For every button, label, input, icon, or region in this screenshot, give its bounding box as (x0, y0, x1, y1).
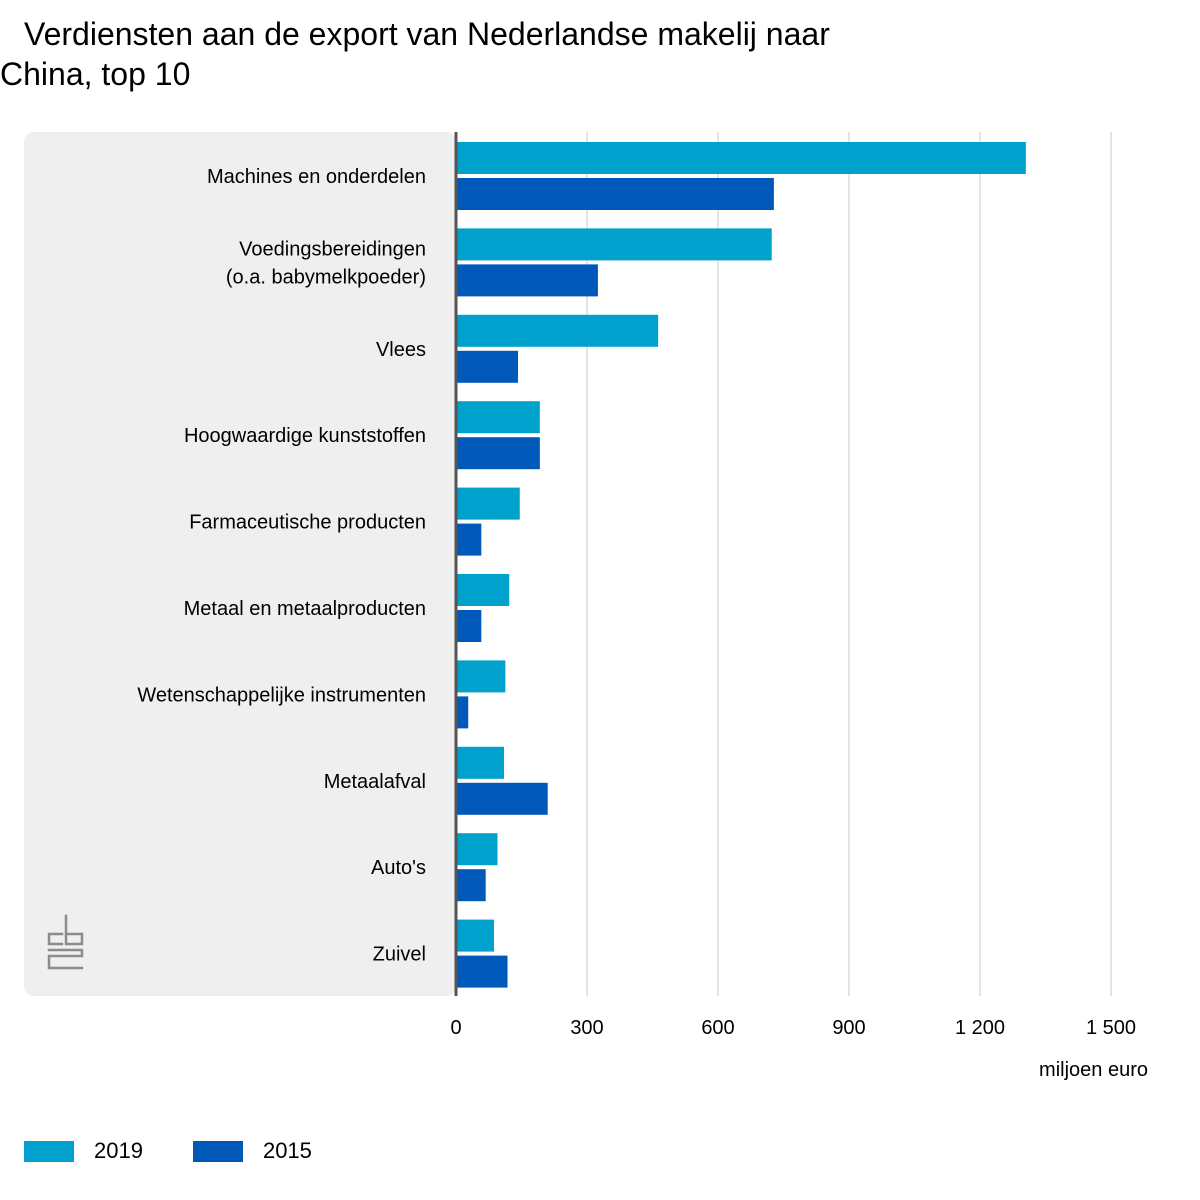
category-label-line: (o.a. babymelkpoeder) (226, 266, 426, 288)
chart-title: Verdiensten aan de export van Nederlands… (0, 14, 960, 94)
legend-item-2019: 2019 (24, 1138, 143, 1164)
cbs-logo-icon (47, 914, 84, 970)
x-tick-label: 1 200 (955, 1017, 1005, 1039)
legend-label-2019: 2019 (94, 1138, 143, 1163)
legend-swatch-2019 (24, 1140, 74, 1162)
bar-2019 (456, 401, 540, 434)
bar-2015 (456, 955, 508, 988)
bar-2015 (456, 437, 540, 470)
category-label-line: Auto's (371, 857, 426, 879)
legend-item-2015: 2015 (192, 1138, 312, 1164)
category-label: Metaalafval (324, 771, 426, 793)
category-label-line: Metaalafval (324, 771, 426, 793)
x-tick-label: 1 500 (1086, 1017, 1136, 1039)
bar-2015 (456, 523, 482, 556)
category-label-line: Zuivel (373, 944, 426, 966)
x-tick-label: 600 (701, 1017, 734, 1039)
category-label: Voedingsbereidingen (o.a. babymelkpoeder) (226, 238, 426, 288)
bars (456, 142, 1026, 988)
bar-2019 (456, 833, 498, 866)
category-label: Farmaceutische producten (189, 512, 426, 534)
bar-2015 (456, 610, 482, 642)
category-label-line: Farmaceutische producten (189, 512, 426, 534)
category-label-line: Voedingsbereidingen (239, 238, 426, 260)
bar-2015 (456, 696, 469, 729)
legend-label-2015: 2015 (262, 1138, 312, 1163)
bar-2019 (456, 142, 1026, 174)
bar-2019 (456, 919, 494, 952)
x-axis-unit-label: miljoen euro (1039, 1059, 1148, 1081)
category-label-line: Hoogwaardige kunststoffen (184, 425, 426, 447)
legend: 2019 2015 (24, 1138, 362, 1164)
category-label: Wetenschappelijke instrumenten (137, 684, 426, 706)
bar-2015 (456, 264, 598, 297)
bar-2015 (456, 782, 548, 815)
category-label: Metaal en metaalproducten (184, 598, 426, 620)
bar-2019 (456, 746, 505, 779)
bar-2015 (456, 350, 519, 383)
bar-2015 (456, 178, 774, 210)
category-label-line: Vlees (376, 339, 426, 361)
x-tick-labels: 0 300 600 900 1 200 1 500 (450, 1017, 1136, 1039)
category-label: Machines en onderdelen (207, 166, 426, 188)
x-tick-label: 900 (832, 1017, 865, 1039)
bar-2019 (456, 487, 520, 520)
bar-2019 (456, 228, 772, 261)
category-label: Zuivel (373, 944, 426, 966)
category-label: Auto's (371, 857, 426, 879)
category-label-line: Machines en onderdelen (207, 166, 426, 188)
x-tick-label: 300 (570, 1017, 603, 1039)
legend-swatch-2015 (192, 1140, 243, 1162)
bar-2019 (456, 314, 659, 347)
bar-2015 (456, 869, 486, 902)
bar-2019 (456, 574, 510, 606)
category-label-line: Wetenschappelijke instrumenten (137, 684, 426, 706)
category-label: Hoogwaardige kunststoffen (184, 425, 426, 447)
category-label: Vlees (376, 339, 426, 361)
label-panel-background (24, 132, 456, 996)
chart-title-line-2: China, top 10 (0, 56, 191, 92)
chart-title-line-1: Verdiensten aan de export van Nederlands… (24, 16, 830, 52)
bar-2019 (456, 660, 506, 693)
category-labels: Machines en onderdelen Voedingsbereidinge… (137, 166, 426, 966)
x-tick-label: 0 (450, 1017, 461, 1039)
gridlines (586, 132, 1112, 996)
category-label-line: Metaal en metaalproducten (184, 598, 426, 620)
